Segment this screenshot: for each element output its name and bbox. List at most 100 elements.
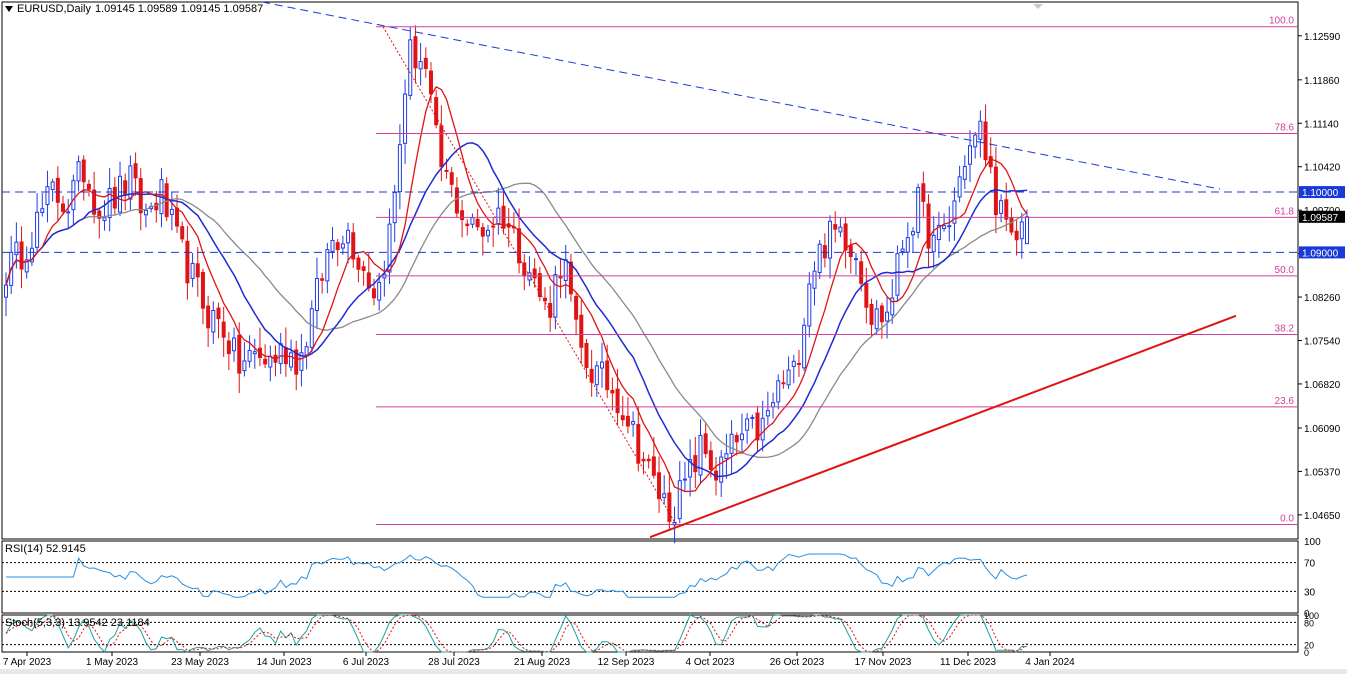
candle-body <box>330 239 335 252</box>
candle-body <box>568 261 573 295</box>
candle-body <box>392 191 397 224</box>
candle-body <box>133 163 138 179</box>
candle-body <box>993 166 998 216</box>
candle-body <box>190 262 195 279</box>
candle-body <box>688 459 693 478</box>
stoch-tick-label: 80 <box>1304 618 1314 628</box>
candle-body <box>428 70 433 95</box>
key-level-tag <box>1299 186 1345 199</box>
fib-level-label: 0.0 <box>1280 514 1294 525</box>
candle-body <box>848 245 853 258</box>
candle-body <box>698 434 703 476</box>
candle-body <box>175 207 180 227</box>
candle-body <box>765 410 770 417</box>
rsi-label: RSI(14) 52.9145 <box>5 543 86 555</box>
chart-header: EURUSD,Daily 1.09145 1.09589 1.09145 1.0… <box>5 3 263 15</box>
time-tick-label: 28 Jul 2023 <box>428 657 480 668</box>
bottom-scrollbar <box>0 669 1347 674</box>
candle-body <box>29 247 34 263</box>
candle-body <box>708 450 713 471</box>
fib-level-label: 78.6 <box>1275 123 1295 134</box>
price-tick-label: 1.06820 <box>1304 380 1341 391</box>
candle-body <box>563 259 568 282</box>
stoch-signal-line <box>5 614 1028 653</box>
fib-level-label: 23.6 <box>1275 396 1295 407</box>
candle-body <box>853 258 858 261</box>
candle-body <box>952 200 957 224</box>
candle-body <box>107 188 112 218</box>
candle-body <box>413 36 418 69</box>
candle-body <box>869 304 874 325</box>
candle-body <box>403 93 408 144</box>
ohlc-label: 1.09145 1.09589 1.09145 1.09587 <box>94 3 264 15</box>
price-tick-label: 1.11140 <box>1304 119 1339 130</box>
candle-body <box>485 229 490 237</box>
dropdown-triangle-icon[interactable] <box>5 6 13 12</box>
main-pane-frame <box>1 1 1299 540</box>
candle-body <box>263 358 268 365</box>
candle-body <box>289 352 294 368</box>
candle-body <box>636 423 641 464</box>
candle-body <box>620 415 625 421</box>
candle-body <box>45 186 50 205</box>
ma-fast-line <box>5 86 1028 493</box>
ma-slow-line <box>5 182 1028 459</box>
candle-body <box>916 187 921 233</box>
time-tick-label: 11 Dec 2023 <box>940 657 996 668</box>
candle-body <box>397 144 402 193</box>
candle-body <box>755 412 760 441</box>
candle-body <box>760 417 765 441</box>
candle-body <box>864 283 869 308</box>
candle-body <box>1025 216 1029 245</box>
candle-body <box>66 211 71 214</box>
time-tick-label: 1 May 2023 <box>86 657 139 668</box>
candle-body <box>719 456 724 483</box>
candle-body <box>434 97 439 126</box>
candle-body <box>553 274 558 318</box>
candle-body <box>947 225 952 228</box>
candle-body <box>983 121 988 161</box>
rsi-tick-label: 100 <box>1304 537 1321 548</box>
candle-body <box>247 349 252 362</box>
candle-body <box>340 243 345 249</box>
fib-level-label: 61.8 <box>1275 206 1295 217</box>
candle-body <box>962 166 967 180</box>
candle-body <box>558 275 563 279</box>
candle-body <box>252 351 257 355</box>
candle-body <box>662 493 667 498</box>
key-level-label: 1.09000 <box>1302 248 1339 259</box>
candle-body <box>942 225 947 229</box>
candle-body <box>605 360 610 391</box>
candle-body <box>734 435 739 443</box>
price-tick-label: 1.11860 <box>1304 76 1340 87</box>
last-price-tag <box>1299 210 1345 223</box>
candle-body <box>14 241 19 256</box>
candle-body <box>118 175 123 213</box>
candle-body <box>646 458 651 462</box>
symbol-label: EURUSD,Daily <box>17 3 91 15</box>
candle-body <box>449 172 454 185</box>
candle-body <box>625 415 630 427</box>
price-tick-label: 1.08260 <box>1304 293 1341 304</box>
candle-body <box>320 278 325 281</box>
candle-body <box>278 343 283 364</box>
price-tick-label: 1.10420 <box>1304 163 1341 174</box>
candle-body <box>729 433 734 454</box>
last-price-label: 1.09587 <box>1302 213 1339 224</box>
candle-body <box>102 217 107 222</box>
candle-body <box>180 226 185 240</box>
candle-body <box>574 296 579 320</box>
key-level-label: 1.10000 <box>1302 188 1339 199</box>
candle-body <box>232 337 237 352</box>
candle-body <box>81 159 86 183</box>
candle-body <box>677 480 682 520</box>
fib-level-label: 38.2 <box>1275 323 1295 334</box>
candle-body <box>724 453 729 459</box>
stoch-tick-label: 100 <box>1304 611 1319 621</box>
candle-body <box>745 418 750 431</box>
candle-body <box>781 382 786 385</box>
candle-body <box>838 226 843 233</box>
candle-body <box>833 224 838 230</box>
